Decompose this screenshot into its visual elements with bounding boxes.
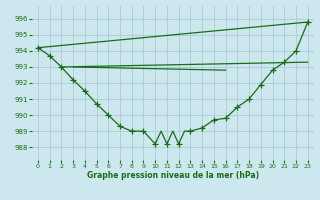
X-axis label: Graphe pression niveau de la mer (hPa): Graphe pression niveau de la mer (hPa) xyxy=(87,171,259,180)
